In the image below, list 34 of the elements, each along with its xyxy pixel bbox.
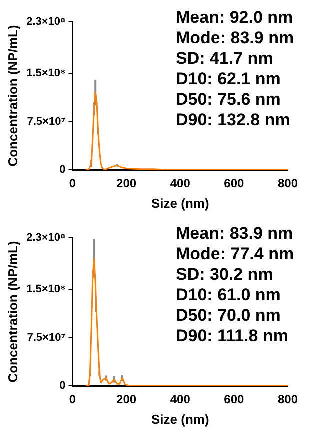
x-tick-label: 600 (224, 392, 245, 407)
x-tick-label: 600 (224, 176, 245, 191)
x-tick-label: 0 (69, 392, 76, 407)
y-tick-label: 1.5×10⁸ (26, 68, 66, 80)
x-tick-label: 400 (170, 392, 191, 407)
y-axis-title: Concentration (NP/mL) (5, 241, 20, 383)
annotation: D50: 75.6 nm (176, 90, 281, 110)
annotation: Mode: 83.9 nm (176, 28, 294, 48)
annotation: D90: 111.8 nm (176, 326, 288, 346)
x-tick-label: 800 (278, 392, 298, 407)
x-tick-label: 400 (170, 176, 191, 191)
annotation: Mean: 83.9 nm (176, 224, 294, 244)
y-tick-label: 0 (60, 380, 66, 392)
y-tick-label: 1.5×10⁸ (26, 284, 66, 296)
annotation: D10: 61.0 nm (176, 286, 281, 305)
annotation: SD: 41.7 nm (176, 49, 274, 68)
annotation: Mean: 92.0 nm (176, 8, 294, 28)
y-tick-label: 2.3×10⁸ (26, 232, 66, 244)
annotation: Mode: 77.4 nm (176, 244, 294, 264)
x-tick-label: 800 (278, 176, 298, 191)
x-tick-label: 0 (69, 176, 76, 191)
x-tick-label: 200 (116, 392, 137, 407)
y-tick-label: 7.5×10⁷ (27, 332, 66, 344)
annotation: SD: 30.2 nm (176, 265, 274, 284)
annotation: D50: 70.0 nm (176, 306, 281, 326)
y-axis-title: Concentration (NP/mL) (5, 25, 20, 167)
annotation: D90: 132.8 nm (176, 110, 290, 130)
annotation: D10: 62.1 nm (176, 70, 281, 89)
x-axis-title: Size (nm) (151, 412, 210, 427)
y-tick-label: 0 (60, 164, 66, 176)
x-axis-title: Size (nm) (151, 196, 210, 211)
y-tick-label: 7.5×10⁷ (27, 116, 66, 128)
x-tick-label: 200 (116, 176, 137, 191)
y-tick-label: 2.3×10⁸ (26, 16, 66, 28)
